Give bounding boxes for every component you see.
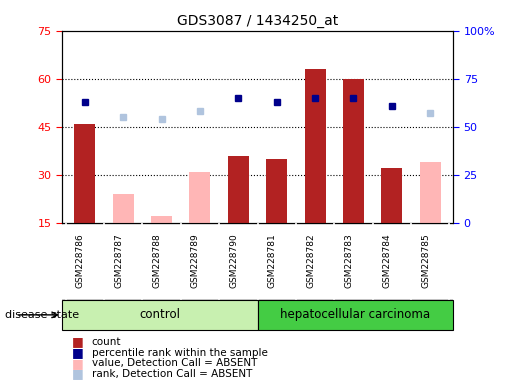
Bar — [381, 168, 402, 223]
Bar — [228, 156, 249, 223]
Text: GSM228787: GSM228787 — [114, 234, 123, 288]
Text: control: control — [139, 308, 180, 321]
Text: GSM228785: GSM228785 — [421, 234, 430, 288]
Text: GSM228790: GSM228790 — [229, 234, 238, 288]
Text: hepatocellular carcinoma: hepatocellular carcinoma — [280, 308, 431, 321]
Bar — [304, 69, 325, 223]
Text: ■: ■ — [72, 346, 84, 359]
Bar — [74, 124, 95, 223]
Text: GSM228786: GSM228786 — [76, 234, 85, 288]
Bar — [113, 194, 134, 223]
Bar — [151, 216, 172, 223]
Bar — [343, 79, 364, 223]
Bar — [62, 300, 258, 330]
Bar — [190, 172, 211, 223]
Text: ■: ■ — [72, 367, 84, 381]
Title: GDS3087 / 1434250_at: GDS3087 / 1434250_at — [177, 14, 338, 28]
Text: disease state: disease state — [5, 310, 79, 320]
Text: GSM228781: GSM228781 — [268, 234, 277, 288]
Text: ■: ■ — [72, 335, 84, 348]
Text: ■: ■ — [72, 357, 84, 370]
Bar — [420, 162, 441, 223]
Bar — [258, 300, 453, 330]
Text: GSM228783: GSM228783 — [345, 234, 353, 288]
Text: value, Detection Call = ABSENT: value, Detection Call = ABSENT — [92, 358, 257, 368]
Text: count: count — [92, 337, 121, 347]
Text: GSM228789: GSM228789 — [191, 234, 200, 288]
Text: rank, Detection Call = ABSENT: rank, Detection Call = ABSENT — [92, 369, 252, 379]
Text: GSM228784: GSM228784 — [383, 234, 392, 288]
Text: percentile rank within the sample: percentile rank within the sample — [92, 348, 268, 358]
Text: GSM228782: GSM228782 — [306, 234, 315, 288]
Text: GSM228788: GSM228788 — [152, 234, 162, 288]
Bar — [266, 159, 287, 223]
